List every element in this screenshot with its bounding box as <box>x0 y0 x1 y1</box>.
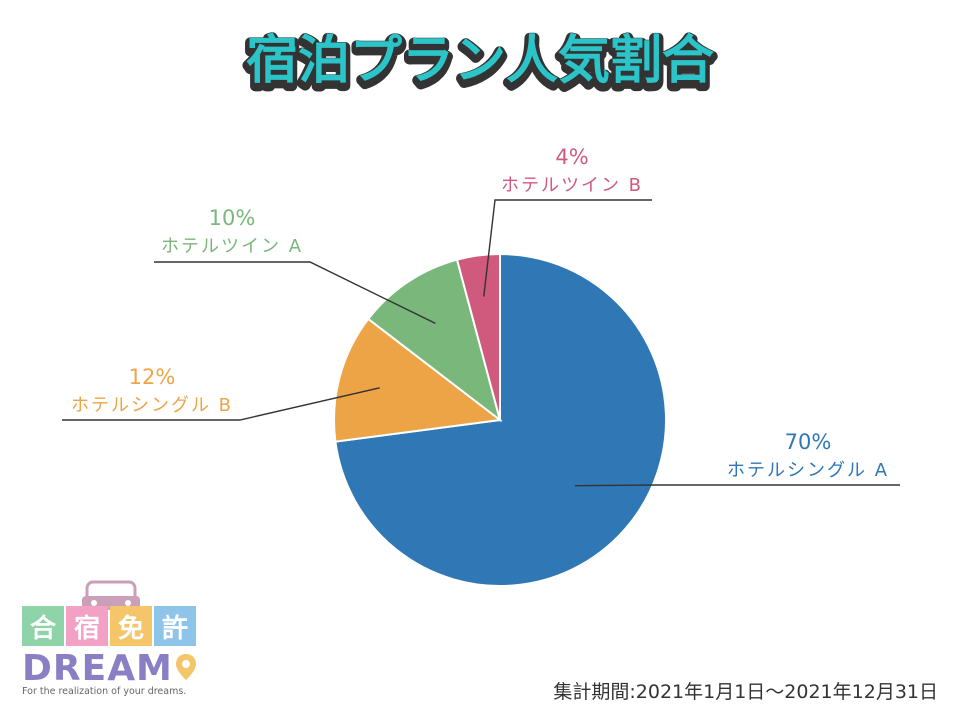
logo-word: DREAM <box>22 648 173 689</box>
slice-name-label-3: ホテルツイン A <box>161 236 303 257</box>
pie-slices <box>333 252 667 587</box>
leader-line-3 <box>154 261 436 325</box>
leader-line-4 <box>483 199 652 297</box>
chart-title-text: 宿泊プラン人気割合 <box>246 31 714 91</box>
pie-slice-4 <box>455 252 501 421</box>
slice-percent-label-2: 12% <box>129 365 176 389</box>
logo-tagline: For the realization of your dreams. <box>22 686 187 697</box>
chart-title: 宿泊プラン人気割合 宿泊プラン人気割合 <box>241 31 718 100</box>
slice-percent-label-1: 70% <box>785 430 832 454</box>
logo-kanji-3: 免 <box>110 606 152 646</box>
dream-logo: 合 宿 免 許 DREAM For the realization of you… <box>22 576 222 706</box>
slice-name-label-4: ホテルツイン B <box>501 175 643 196</box>
slice-labels: 70% ホテルシングル A 12% ホテルシングル B 10% ホテルツイン A 4% ホテル… <box>71 145 889 481</box>
logo-kanji-row: 合 宿 免 許 <box>22 606 198 646</box>
slice-percent-label-4: 4% <box>555 145 588 169</box>
leader-line-1 <box>574 484 900 487</box>
map-pin-icon <box>176 654 196 680</box>
slice-name-label-1: ホテルシングル A <box>727 460 889 481</box>
leader-line-2 <box>62 387 380 421</box>
pie-slice-2 <box>333 317 503 443</box>
logo-kanji-4: 許 <box>154 606 196 646</box>
aggregation-period: 集計期間:2021年1月1日～2021年12月31日 <box>553 681 938 703</box>
logo-kanji-1: 合 <box>22 606 64 646</box>
logo-kanji-2: 宿 <box>66 606 108 646</box>
slice-percent-label-3: 10% <box>209 206 256 230</box>
chart-title-outline: 宿泊プラン人気割合 <box>246 35 714 95</box>
slice-name-label-2: ホテルシングル B <box>71 395 233 416</box>
leader-lines <box>62 199 900 487</box>
